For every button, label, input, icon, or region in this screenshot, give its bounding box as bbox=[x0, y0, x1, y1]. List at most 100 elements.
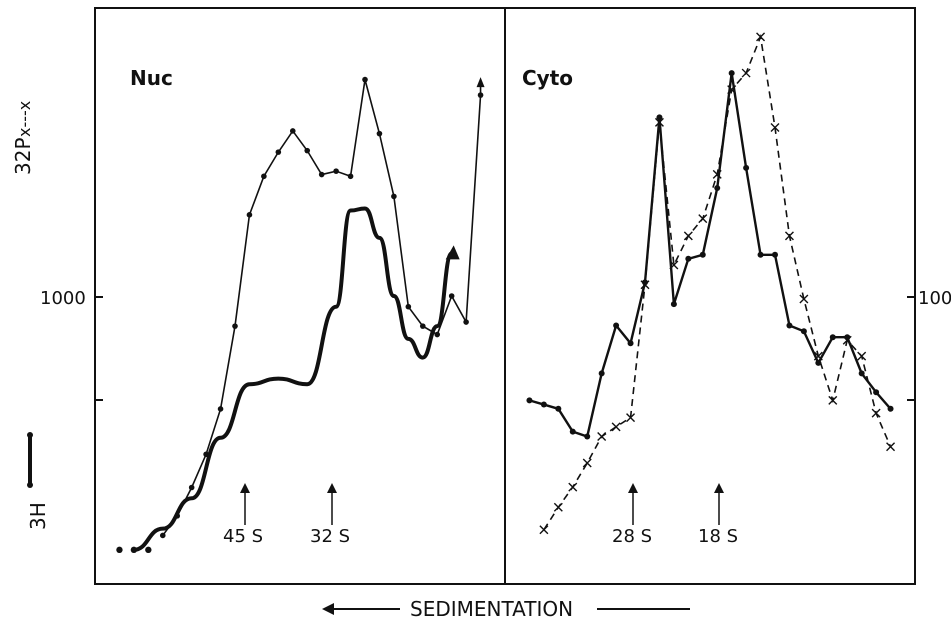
cyto-solid-point bbox=[714, 185, 721, 192]
cyto-dashed-point bbox=[741, 68, 751, 78]
cyto-dashed-point bbox=[582, 458, 592, 468]
nuc-thin-point bbox=[419, 323, 426, 329]
panel-label-nuc: Nuc bbox=[130, 66, 173, 90]
nuc-thin-point bbox=[188, 484, 195, 491]
marker-18s-label: 18 S bbox=[698, 526, 738, 547]
cyto-series bbox=[526, 32, 896, 535]
nuc-series bbox=[116, 76, 485, 554]
y-label-32p-text: 32P bbox=[11, 137, 35, 175]
cyto-dashed-point bbox=[553, 502, 563, 512]
nuc-thin-point bbox=[362, 76, 368, 83]
nuc-thin-point bbox=[347, 173, 354, 180]
x-axis-arrowhead bbox=[322, 603, 334, 615]
marker-28s-label: 28 S bbox=[612, 526, 652, 547]
marker-32s-arrowhead bbox=[327, 483, 337, 493]
y-label-3h: 3H bbox=[26, 432, 50, 530]
cyto-solid-point bbox=[656, 114, 663, 121]
y-label-32p-legend: x---x bbox=[15, 101, 34, 137]
marker-45s-label: 45 S bbox=[223, 526, 263, 547]
cyto-solid-point bbox=[584, 433, 591, 440]
cyto-dashed-point bbox=[698, 214, 708, 224]
cyto-solid-point bbox=[627, 340, 634, 347]
cyto-dashed-point bbox=[871, 408, 881, 418]
cyto-solid-point bbox=[526, 397, 533, 404]
nuc-thick-line bbox=[131, 206, 454, 552]
nuc-thin-point bbox=[376, 130, 383, 137]
nuc-dotted-start-point bbox=[130, 546, 138, 554]
nuc-thin-point bbox=[405, 303, 412, 310]
cyto-solid-point bbox=[598, 370, 605, 377]
nuc-thin-point bbox=[261, 173, 267, 180]
cyto-solid-point bbox=[772, 251, 778, 258]
cyto-dashed-point bbox=[886, 442, 896, 452]
markers-nuc: 45 S 32 S bbox=[223, 483, 350, 547]
x-axis-label: SEDIMENTATION bbox=[410, 597, 573, 620]
cyto-solid-point bbox=[800, 328, 807, 335]
cyto-dashed-point bbox=[626, 413, 636, 423]
cyto-solid-point bbox=[858, 370, 865, 377]
marker-32s-label: 32 S bbox=[310, 526, 350, 547]
nuc-dotted-start-point bbox=[145, 546, 152, 554]
nuc-thin-point bbox=[217, 406, 224, 412]
cyto-dashed-point bbox=[539, 525, 549, 535]
nuc-dotted-start-point bbox=[116, 546, 123, 554]
marker-45s-arrowhead bbox=[240, 483, 250, 493]
cyto-solid-point bbox=[844, 334, 851, 341]
nuc-thin-point bbox=[304, 147, 311, 154]
cyto-solid-point bbox=[670, 301, 677, 308]
y-label-3h-legend-dot-bottom bbox=[27, 482, 33, 488]
cyto-solid-point bbox=[569, 428, 576, 435]
cyto-solid-point bbox=[743, 164, 750, 171]
nuc-thin-line bbox=[162, 79, 482, 536]
nuc-thin-point bbox=[333, 168, 339, 174]
cyto-solid-point bbox=[873, 389, 880, 396]
right-axis-tick-label: 100 bbox=[918, 288, 951, 309]
cyto-dashed-point bbox=[828, 395, 838, 405]
cyto-solid-point bbox=[728, 70, 735, 77]
nuc-thin-point bbox=[159, 532, 166, 539]
cyto-dashed-point bbox=[784, 231, 794, 241]
y-label-3h-legend-dot-top bbox=[27, 432, 33, 438]
cyto-dashed-point bbox=[756, 32, 766, 42]
cyto-dashed-point bbox=[857, 351, 867, 361]
y-label-3h-text: 3H bbox=[26, 502, 50, 530]
left-axis-tick-label: 1000 bbox=[40, 288, 86, 309]
nuc-thin-point bbox=[448, 293, 455, 299]
cyto-solid-point bbox=[829, 334, 836, 341]
cyto-solid-point bbox=[555, 405, 562, 412]
cyto-solid-point bbox=[642, 279, 648, 286]
nuc-thick-end-arrow bbox=[445, 245, 460, 260]
marker-18s-arrowhead bbox=[714, 483, 724, 493]
cyto-dashed-line bbox=[543, 33, 892, 531]
cyto-dashed-point bbox=[611, 422, 621, 432]
nuc-thin-point bbox=[246, 212, 253, 218]
cyto-dashed-point bbox=[568, 482, 578, 492]
nuc-thin-point bbox=[391, 193, 397, 200]
cyto-solid-point bbox=[815, 359, 822, 366]
cyto-dashed-point bbox=[799, 294, 809, 304]
panel-label-cyto: Cyto bbox=[522, 66, 573, 90]
cyto-dashed-point bbox=[683, 231, 693, 241]
nuc-thin-end-arrow bbox=[476, 77, 485, 88]
cyto-dashed-point bbox=[597, 432, 607, 442]
nuc-thin-point bbox=[289, 128, 296, 134]
panel-cyto-frame bbox=[504, 7, 916, 585]
y-label-32p: 32P x---x bbox=[11, 101, 35, 175]
cyto-solid-point bbox=[685, 255, 692, 262]
markers-cyto: 28 S 18 S bbox=[612, 483, 738, 547]
cyto-solid-point bbox=[699, 251, 706, 258]
nuc-thin-point bbox=[275, 149, 282, 155]
marker-28s-arrowhead bbox=[628, 483, 638, 493]
cyto-solid-line bbox=[529, 72, 892, 439]
cyto-solid-point bbox=[786, 322, 793, 329]
cyto-solid-point bbox=[887, 405, 894, 412]
cyto-dashed-point bbox=[770, 122, 780, 132]
nuc-thin-point bbox=[463, 319, 469, 325]
cyto-solid-point bbox=[613, 322, 620, 329]
cyto-solid-point bbox=[757, 251, 764, 258]
nuc-thin-point bbox=[434, 331, 441, 338]
x-axis-label-group: SEDIMENTATION bbox=[322, 597, 690, 621]
cyto-solid-point bbox=[540, 401, 547, 408]
